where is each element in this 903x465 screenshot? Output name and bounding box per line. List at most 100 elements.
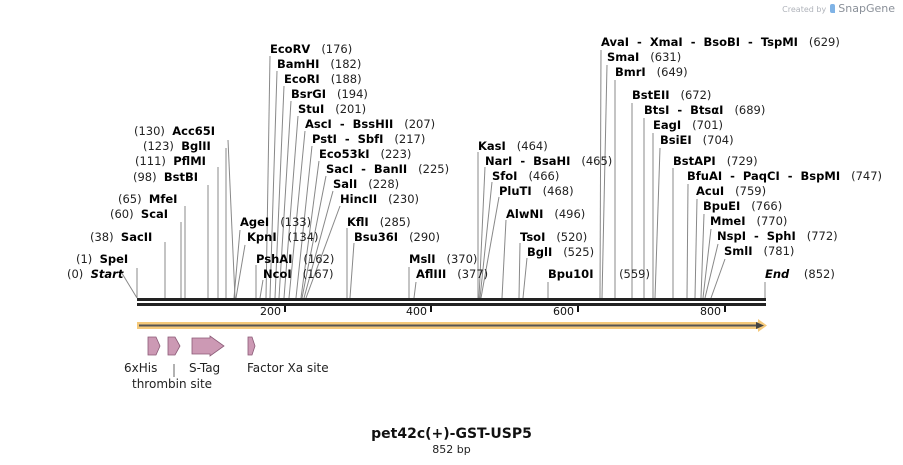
site-position: (290) — [409, 230, 440, 244]
site-position: (133) — [280, 215, 312, 229]
site-kasi[interactable]: KasI (464) — [478, 140, 548, 153]
site-saci-banii[interactable]: SacI - BanII (225) — [326, 163, 449, 176]
site-position: (182) — [330, 57, 362, 71]
site-name: Bpu10I — [548, 267, 594, 281]
site-kpni[interactable]: KpnI (134) — [247, 231, 319, 244]
site-position: (689) — [734, 103, 766, 117]
ruler-ticks — [284, 306, 726, 312]
site-bgli[interactable]: BglI (525) — [527, 246, 594, 259]
site-ecori[interactable]: EcoRI (188) — [284, 73, 362, 86]
site-sfoi[interactable]: SfoI (466) — [492, 170, 559, 183]
site-start[interactable]: (0) Start — [67, 268, 123, 281]
site-alwni[interactable]: AlwNI (496) — [506, 208, 585, 221]
site-position: (766) — [751, 199, 783, 213]
site-bpu10i[interactable]: Bpu10I (559) — [548, 268, 650, 281]
site-msli[interactable]: MslI (370) — [409, 253, 477, 266]
site-name: StuI — [298, 102, 325, 116]
site-hincii[interactable]: HincII (230) — [340, 193, 419, 206]
site-eco53ki[interactable]: Eco53kI (223) — [319, 148, 411, 161]
site-bpuei[interactable]: BpuEI (766) — [703, 200, 782, 213]
feature-6xhis-arrow[interactable] — [147, 336, 161, 356]
site-name: BmrI — [615, 65, 646, 79]
site-bsiei[interactable]: BsiEI (704) — [660, 134, 734, 147]
site-name: KasI — [478, 139, 506, 153]
site-btsi-btsai[interactable]: BtsI - BtsαI (689) — [644, 104, 765, 117]
site-kfli[interactable]: KflI (285) — [347, 216, 411, 229]
site-name: ScaI — [140, 207, 169, 221]
site-name: Bsu36I — [354, 230, 399, 244]
site-position: (377) — [457, 267, 489, 281]
site-bstbi[interactable]: (98) BstBI — [133, 171, 198, 184]
site-bfuai-paqci-bspmi[interactable]: BfuAI - PaqCI - BspMI (747) — [687, 170, 882, 183]
site-bmri[interactable]: BmrI (649) — [615, 66, 688, 79]
feature-s-tag-arrow[interactable] — [191, 335, 225, 357]
site-position: (770) — [756, 214, 788, 228]
site-spei[interactable]: (1) SpeI — [76, 253, 128, 266]
site-nspi-sphi[interactable]: NspI - SphI (772) — [717, 230, 838, 243]
construct-length: 852 bp — [432, 443, 471, 456]
ruler-label-800: 800 — [700, 305, 721, 318]
site-psti-sbfi[interactable]: PstI - SbfI (217) — [312, 133, 425, 146]
site-sacii[interactable]: (38) SacII — [90, 231, 152, 244]
site-position: (468) — [542, 184, 574, 198]
feature-factor-xa-arrow[interactable] — [247, 336, 256, 356]
site-name: SacII — [120, 230, 153, 244]
site-bsrgi[interactable]: BsrGI (194) — [291, 88, 368, 101]
site-name: KflI — [347, 215, 369, 229]
site-bsteii[interactable]: BstEII (672) — [632, 89, 711, 102]
site-name: EcoRI — [284, 72, 320, 86]
site-ncoi[interactable]: NcoI (167) — [263, 268, 334, 281]
site-position: (217) — [394, 132, 426, 146]
site-sali[interactable]: SalI (228) — [333, 178, 399, 191]
site-name: NarI - BsaHI — [485, 154, 571, 168]
site-position: (781) — [763, 244, 795, 258]
site-smli[interactable]: SmlI (781) — [724, 245, 794, 258]
site-nari-bsahi[interactable]: NarI - BsaHI (465) — [485, 155, 612, 168]
feature-label-s-tag[interactable]: S-Tag — [189, 361, 221, 375]
site-pluti[interactable]: PluTI (468) — [499, 185, 574, 198]
brand-watermark: Created by SnapGene — [782, 2, 895, 15]
site-afliii[interactable]: AflIII (377) — [416, 268, 488, 281]
site-eagi[interactable]: EagI (701) — [653, 119, 723, 132]
site-position: (134) — [287, 230, 319, 244]
site-pflmi[interactable]: (111) PflMI — [135, 155, 206, 168]
site-name: TsoI — [520, 230, 546, 244]
site-position: (188) — [330, 72, 362, 86]
site-name: PflMI — [173, 154, 206, 168]
site-mmei[interactable]: MmeI (770) — [710, 215, 787, 228]
site-name: AgeI — [240, 215, 270, 229]
site-name: SmaI — [607, 50, 640, 64]
site-name: PluTI — [499, 184, 532, 198]
site-name: BsrGI — [291, 87, 326, 101]
site-bsu36i[interactable]: Bsu36I (290) — [354, 231, 440, 244]
site-name: End — [765, 267, 790, 281]
site-name: SalI — [333, 177, 358, 191]
site-smai[interactable]: SmaI (631) — [607, 51, 681, 64]
construct-title: pet42c(+)-GST-USP5 — [371, 426, 532, 442]
feature-label-thrombin-site[interactable]: thrombin site — [132, 377, 213, 391]
site-end[interactable]: End (852) — [765, 268, 835, 281]
brand-name: SnapGene — [838, 2, 895, 15]
feature-label-6xhis[interactable]: 6xHis — [124, 361, 158, 375]
site-acc65i[interactable]: (130) Acc65I — [134, 125, 215, 138]
site-stui[interactable]: StuI (201) — [298, 103, 366, 116]
site-asci-bsshii[interactable]: AscI - BssHII (207) — [305, 118, 435, 131]
site-name: EagI — [653, 118, 682, 132]
site-bstapi[interactable]: BstAPI (729) — [673, 155, 758, 168]
site-mfei[interactable]: (65) MfeI — [118, 193, 177, 206]
feature-label-factor-xa-site[interactable]: Factor Xa site — [247, 361, 329, 375]
site-scai[interactable]: (60) ScaI — [110, 208, 168, 221]
backbone-bottom-strand — [137, 303, 766, 306]
site-avai-xmai-bsobi-tspmi[interactable]: AvaI - XmaI - BsoBI - TspMI (629) — [601, 36, 840, 49]
site-pshai[interactable]: PshAI (162) — [256, 253, 334, 266]
site-tsoi[interactable]: TsoI (520) — [520, 231, 587, 244]
backbone-top-strand — [137, 298, 766, 301]
feature-thrombin-site-arrow[interactable] — [167, 336, 181, 356]
site-acui[interactable]: AcuI (759) — [696, 185, 766, 198]
site-ecorv[interactable]: EcoRV (176) — [270, 43, 352, 56]
site-name: BfuAI - PaqCI - BspMI — [687, 169, 841, 183]
site-agei[interactable]: AgeI (133) — [240, 216, 311, 229]
site-bglii[interactable]: (123) BglII — [143, 140, 211, 153]
site-bamhi[interactable]: BamHI (182) — [277, 58, 361, 71]
